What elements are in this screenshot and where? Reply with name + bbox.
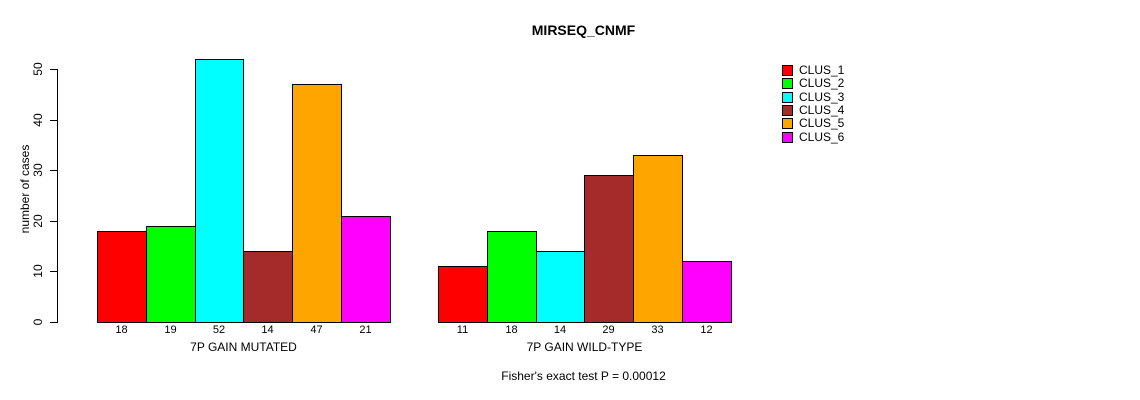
bar-value-label: 19 [164,324,177,336]
bar [633,155,683,323]
bar-value-label: 12 [700,324,713,336]
bar-value-label: 21 [359,324,372,336]
bar [584,175,634,323]
legend-item: CLUS_4 [782,103,845,117]
y-tick-mark [50,120,58,121]
legend-item: CLUS_5 [782,116,845,130]
bar [438,266,488,323]
bar [195,59,244,323]
bar [292,84,342,323]
legend-item: CLUS_1 [782,63,845,77]
bar-value-label: 33 [651,324,664,336]
y-tick-label: 0 [31,318,45,326]
y-tick-mark [50,271,58,272]
legend-swatch [782,105,793,116]
y-tick-label: 50 [31,62,45,76]
bar-value-label: 14 [261,324,274,336]
legend-swatch [782,78,793,89]
y-tick-label: 30 [31,163,45,177]
bar [146,226,196,323]
bar [487,231,537,323]
bar-value-label: 47 [310,324,323,336]
bar-value-label: 52 [212,324,226,336]
y-tick-mark [50,170,58,171]
y-tick-label: 20 [31,214,45,228]
y-tick-mark [50,322,58,323]
x-group-label: 7P GAIN MUTATED [190,340,297,354]
bar [341,216,391,323]
bar-value-label: 18 [115,324,128,336]
legend-swatch [782,132,793,143]
bar-value-label: 18 [505,324,518,336]
legend-item: CLUS_3 [782,90,845,104]
legend-label: CLUS_3 [799,90,845,104]
legend-label: CLUS_5 [799,116,845,130]
fisher-test-annotation: Fisher's exact test P = 0.00012 [501,369,666,383]
bar [243,251,293,323]
legend-item: CLUS_6 [782,130,845,144]
legend-label: CLUS_4 [799,103,845,117]
legend-swatch [782,65,793,76]
legend-label: CLUS_1 [799,63,845,77]
legend-label: CLUS_2 [799,76,845,90]
bar-value-label: 14 [553,324,567,336]
y-axis-line [57,69,58,323]
y-tick-mark [50,69,58,70]
legend-label: CLUS_6 [799,130,845,144]
legend-swatch [782,92,793,103]
bar [97,231,147,323]
legend-item: CLUS_2 [782,76,845,90]
bar-value-label: 29 [602,324,615,336]
y-tick-label: 40 [31,113,45,127]
legend-swatch [782,118,793,129]
bar-value-label: 11 [456,324,469,336]
y-tick-label: 10 [31,264,45,278]
y-axis-label: number of cases [18,144,32,234]
bar [682,261,732,323]
x-group-label: 7P GAIN WILD-TYPE [526,340,643,354]
y-tick-mark [50,221,58,222]
bar [536,251,585,323]
chart-title: MIRSEQ_CNMF [531,22,636,38]
